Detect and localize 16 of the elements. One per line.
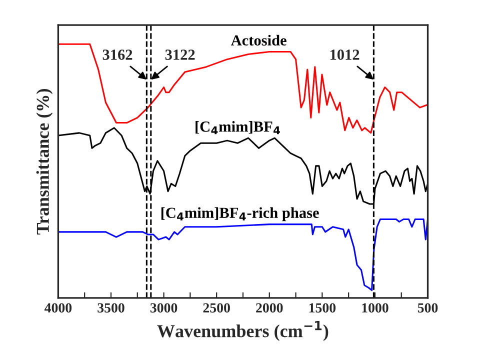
x-tick-label: 3500 [98, 303, 124, 313]
ref-line-label: 1012 [330, 50, 360, 60]
x-tick-label: 3000 [150, 303, 178, 313]
x-tick-label: 2000 [256, 303, 283, 313]
ref-line-label: 3162 [102, 50, 132, 60]
x-tick-label: 500 [418, 303, 438, 313]
x-tick-label: 1000 [362, 303, 388, 313]
x-tick-label: 4000 [44, 303, 72, 313]
x-tick-label: 1500 [309, 303, 336, 313]
series-label: [C$_{4}$mim]BF$_{4}$ [196, 121, 280, 134]
series-label: Actoside [230, 34, 286, 46]
series-label: [C$_{4}$mim]BF$_{4}$-rich phase [161, 207, 319, 222]
y-axis-title: Transmittance (%) [36, 88, 53, 235]
ref-line-label: 3122 [165, 50, 195, 60]
x-axis-title: Wavenumbers (cm$^{−1}$) [157, 320, 328, 341]
x-tick-label: 2500 [203, 303, 230, 313]
